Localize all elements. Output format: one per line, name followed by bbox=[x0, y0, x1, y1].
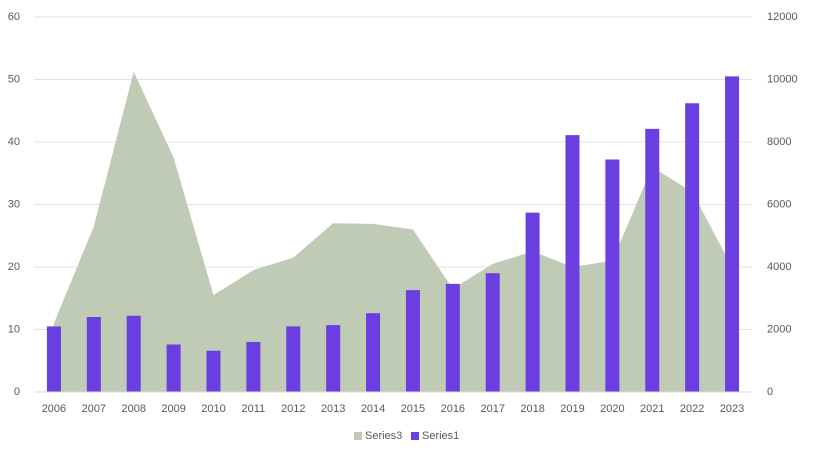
legend-swatch bbox=[411, 432, 419, 440]
x-tick-label: 2018 bbox=[520, 403, 544, 415]
y2-tick-label: 0 bbox=[767, 386, 773, 398]
y-tick-label: 20 bbox=[8, 261, 20, 273]
bar bbox=[86, 317, 101, 392]
y2-tick-label: 8000 bbox=[767, 136, 791, 148]
legend-swatch bbox=[354, 432, 362, 440]
legend-label: Series3 bbox=[365, 430, 402, 442]
x-tick-label: 2019 bbox=[560, 403, 584, 415]
x-tick-label: 2009 bbox=[161, 403, 185, 415]
y2-tick-label: 2000 bbox=[767, 323, 791, 335]
y-tick-label: 40 bbox=[8, 136, 20, 148]
bar bbox=[645, 128, 660, 392]
y-tick-label: 10 bbox=[8, 323, 20, 335]
bar bbox=[485, 273, 500, 392]
x-tick-label: 2008 bbox=[121, 403, 145, 415]
x-tick-label: 2010 bbox=[201, 403, 225, 415]
x-tick-label: 2017 bbox=[480, 403, 504, 415]
area bbox=[53, 71, 733, 392]
bar bbox=[46, 326, 61, 392]
y2-tick-label: 6000 bbox=[767, 198, 791, 210]
bar bbox=[445, 283, 460, 392]
x-tick-label: 2006 bbox=[42, 403, 66, 415]
y-tick-label: 30 bbox=[8, 198, 20, 210]
x-tick-label: 2021 bbox=[640, 403, 664, 415]
bar bbox=[525, 212, 540, 392]
y-tick-label: 0 bbox=[14, 386, 20, 398]
y-tick-label: 60 bbox=[8, 11, 20, 23]
y2-tick-label: 12000 bbox=[767, 11, 798, 23]
bar bbox=[246, 342, 261, 392]
bar bbox=[565, 135, 580, 392]
bar bbox=[405, 290, 420, 392]
legend-label: Series1 bbox=[422, 430, 459, 442]
x-tick-label: 2020 bbox=[600, 403, 624, 415]
y-tick-label: 50 bbox=[8, 73, 20, 85]
bar bbox=[206, 350, 221, 392]
bar bbox=[685, 103, 700, 392]
y2-tick-label: 10000 bbox=[767, 73, 798, 85]
x-tick-label: 2012 bbox=[281, 403, 305, 415]
bar bbox=[725, 76, 740, 392]
x-tick-label: 2023 bbox=[720, 403, 744, 415]
x-tick-label: 2022 bbox=[680, 403, 704, 415]
bar bbox=[366, 313, 381, 392]
bar bbox=[166, 344, 181, 392]
x-tick-label: 2013 bbox=[321, 403, 345, 415]
x-tick-label: 2014 bbox=[361, 403, 385, 415]
bar bbox=[605, 159, 620, 392]
x-tick-label: 2016 bbox=[441, 403, 465, 415]
bar bbox=[286, 326, 301, 392]
bar bbox=[126, 315, 141, 392]
bar bbox=[326, 325, 341, 392]
y2-tick-label: 4000 bbox=[767, 261, 791, 273]
x-tick-label: 2007 bbox=[82, 403, 106, 415]
x-tick-label: 2011 bbox=[242, 403, 266, 415]
x-tick-label: 2015 bbox=[401, 403, 425, 415]
